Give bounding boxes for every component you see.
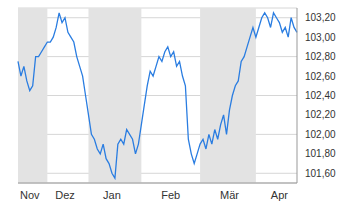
svg-text:103,00: 103,00 <box>305 32 333 43</box>
svg-text:101,80: 101,80 <box>305 148 333 159</box>
svg-text:102,60: 102,60 <box>305 71 333 82</box>
svg-text:102,20: 102,20 <box>305 109 333 120</box>
svg-text:Jan: Jan <box>103 189 121 201</box>
svg-text:Nov: Nov <box>20 189 40 201</box>
svg-text:Feb: Feb <box>161 189 180 201</box>
svg-text:103,20: 103,20 <box>305 12 333 23</box>
svg-text:Mär: Mär <box>220 189 239 201</box>
svg-text:102,80: 102,80 <box>305 51 333 62</box>
svg-text:102,40: 102,40 <box>305 90 333 101</box>
svg-text:102,00: 102,00 <box>305 129 333 140</box>
svg-text:Apr: Apr <box>271 189 288 201</box>
svg-text:Dez: Dez <box>55 189 75 201</box>
svg-text:101,60: 101,60 <box>305 168 333 179</box>
